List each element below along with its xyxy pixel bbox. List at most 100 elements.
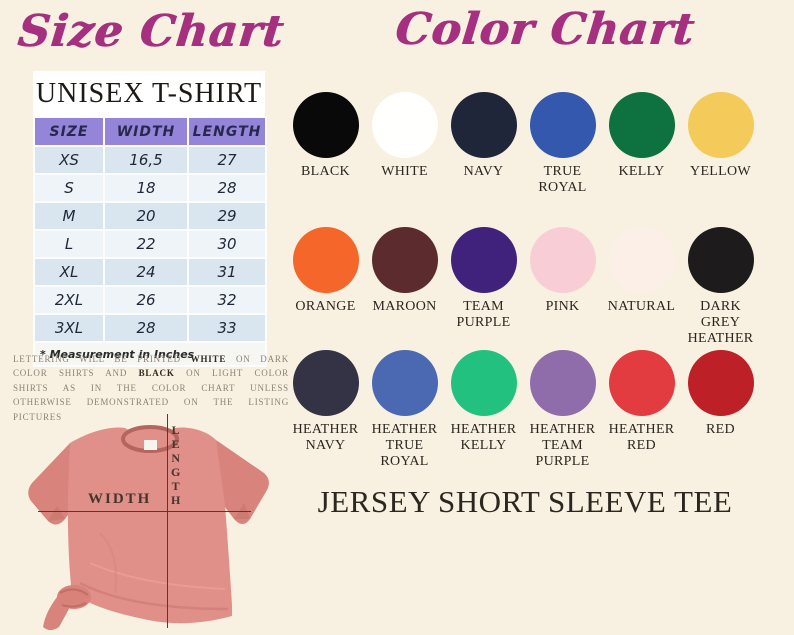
color-swatch-red <box>687 350 754 416</box>
tshirt-knot-crease <box>59 588 89 608</box>
color-chart-title: Color Chart <box>392 4 698 55</box>
note-bold-black: black <box>138 368 175 379</box>
color-swatch-black <box>292 92 359 158</box>
size-cell: 26 <box>103 285 189 315</box>
color-swatch-maroon <box>371 227 438 293</box>
color-option-orange: ORANGE <box>286 227 365 347</box>
color-label: HEATHER TRUE ROYAL <box>371 422 438 470</box>
color-option-natural: NATURAL <box>602 227 681 347</box>
tshirt-photo <box>28 425 269 630</box>
size-cell: 33 <box>187 313 267 343</box>
size-cell: 20 <box>103 201 189 231</box>
size-table: SIZE WIDTH LENGTH XS 16,5 27 S 18 28 M 20 29 L 22 30 X… <box>33 116 267 367</box>
color-option-yellow: YELLOW <box>681 92 760 196</box>
color-option-heather-team-purple: HEATHER TEAM PURPLE <box>523 350 602 470</box>
color-swatch-heather-true-royal <box>371 350 438 416</box>
color-label: WHITE <box>381 164 428 179</box>
size-table-header-row: SIZE WIDTH LENGTH <box>33 116 267 147</box>
size-cell: 28 <box>103 313 189 343</box>
color-option-maroon: MAROON <box>365 227 444 347</box>
product-type-heading: UNISEX T-SHIRT <box>33 71 265 116</box>
tshirt-body <box>67 427 232 624</box>
color-option-team-purple: TEAM PURPLE <box>444 227 523 347</box>
color-row-1: BLACK WHITE NAVY TRUE ROYAL KELLY YELLOW <box>286 92 760 196</box>
color-label: NATURAL <box>607 299 676 314</box>
length-measure-line <box>167 414 168 628</box>
color-option-heather-navy: HEATHER NAVY <box>286 350 365 470</box>
color-row-2: ORANGE MAROON TEAM PURPLE PINK NATURAL DARK G… <box>286 227 760 347</box>
note-text: Lettering will be printed <box>13 354 191 364</box>
measurement-footnote: * Measurement in Inches <box>33 341 267 367</box>
color-label: ORANGE <box>295 299 356 314</box>
color-swatch-team-purple <box>450 227 517 293</box>
color-swatch-heather-kelly <box>450 350 517 416</box>
color-option-heather-red: HEATHER RED <box>602 350 681 470</box>
color-label: HEATHER TEAM PURPLE <box>529 422 596 470</box>
lettering-note: Lettering will be printed white on dark … <box>13 352 289 424</box>
color-label: MAROON <box>372 299 437 314</box>
size-cell: M <box>33 201 105 231</box>
color-option-heather-kelly: HEATHER KELLY <box>444 350 523 470</box>
color-option-red: RED <box>681 350 760 470</box>
note-text: on dark color shirts and <box>13 354 290 379</box>
size-cell: S <box>33 173 105 203</box>
color-label: HEATHER RED <box>608 422 675 454</box>
tshirt-fold <box>99 532 117 594</box>
color-swatch-orange <box>292 227 359 293</box>
size-column-header-length: LENGTH <box>187 116 267 147</box>
size-row-xl: XL 24 31 <box>33 257 267 287</box>
size-cell: 16,5 <box>103 145 189 175</box>
color-label: TEAM PURPLE <box>456 299 511 331</box>
color-label: RED <box>706 422 735 437</box>
color-label: YELLOW <box>690 164 751 179</box>
color-label: BLACK <box>301 164 350 179</box>
size-cell: 24 <box>103 257 189 287</box>
size-cell: 22 <box>103 229 189 259</box>
color-swatch-kelly <box>608 92 675 158</box>
tshirt-fold-shadow <box>79 581 229 611</box>
color-swatch-yellow <box>687 92 754 158</box>
color-label: HEATHER KELLY <box>450 422 517 454</box>
color-swatch-true-royal <box>529 92 596 158</box>
size-cell: 32 <box>187 285 267 315</box>
size-row-l: L 22 30 <box>33 229 267 259</box>
size-cell: 30 <box>187 229 267 259</box>
color-swatch-dark-grey-heather <box>687 227 754 293</box>
product-name: JERSEY SHORT SLEEVE TEE <box>317 484 733 519</box>
size-cell: XL <box>33 257 105 287</box>
color-option-white: WHITE <box>365 92 444 196</box>
color-swatch-heather-team-purple <box>529 350 596 416</box>
color-swatch-white <box>371 92 438 158</box>
color-swatch-heather-navy <box>292 350 359 416</box>
tshirt-fold-highlight <box>89 562 226 590</box>
size-cell: 28 <box>187 173 267 203</box>
color-label: HEATHER NAVY <box>292 422 359 454</box>
size-cell: 18 <box>103 173 189 203</box>
size-row-3xl: 3XL 28 33 <box>33 313 267 343</box>
color-option-black: BLACK <box>286 92 365 196</box>
size-chart-title: Size Chart <box>15 6 287 57</box>
note-text: on light color shirts as in the color ch… <box>13 368 289 422</box>
width-label: WIDTH <box>88 491 152 507</box>
color-swatch-pink <box>529 227 596 293</box>
color-row-3: HEATHER NAVY HEATHER TRUE ROYAL HEATHER KE… <box>286 350 760 470</box>
size-row-2xl: 2XL 26 32 <box>33 285 267 315</box>
size-cell: 2XL <box>33 285 105 315</box>
note-bold-white: white <box>190 354 227 364</box>
size-column-header-width: WIDTH <box>103 116 189 147</box>
color-option-true-royal: TRUE ROYAL <box>523 92 602 196</box>
color-swatch-heather-red <box>608 350 675 416</box>
size-table-container: SIZE WIDTH LENGTH XS 16,5 27 S 18 28 M 20 29 L 22 30 X… <box>33 116 267 367</box>
size-cell: 31 <box>187 257 267 287</box>
color-label: DARK GREY HEATHER <box>687 299 754 347</box>
color-label: TRUE ROYAL <box>538 164 587 196</box>
size-table-body: XS 16,5 27 S 18 28 M 20 29 L 22 30 XL 24 31 2XL 26 32 3XL 2… <box>33 145 267 367</box>
tshirt-neck-tag <box>144 440 157 450</box>
color-swatch-natural <box>608 227 675 293</box>
color-option-heather-true-royal: HEATHER TRUE ROYAL <box>365 350 444 470</box>
color-label: KELLY <box>618 164 665 179</box>
width-measure-line <box>38 511 251 512</box>
color-option-kelly: KELLY <box>602 92 681 196</box>
color-label: PINK <box>545 299 580 314</box>
